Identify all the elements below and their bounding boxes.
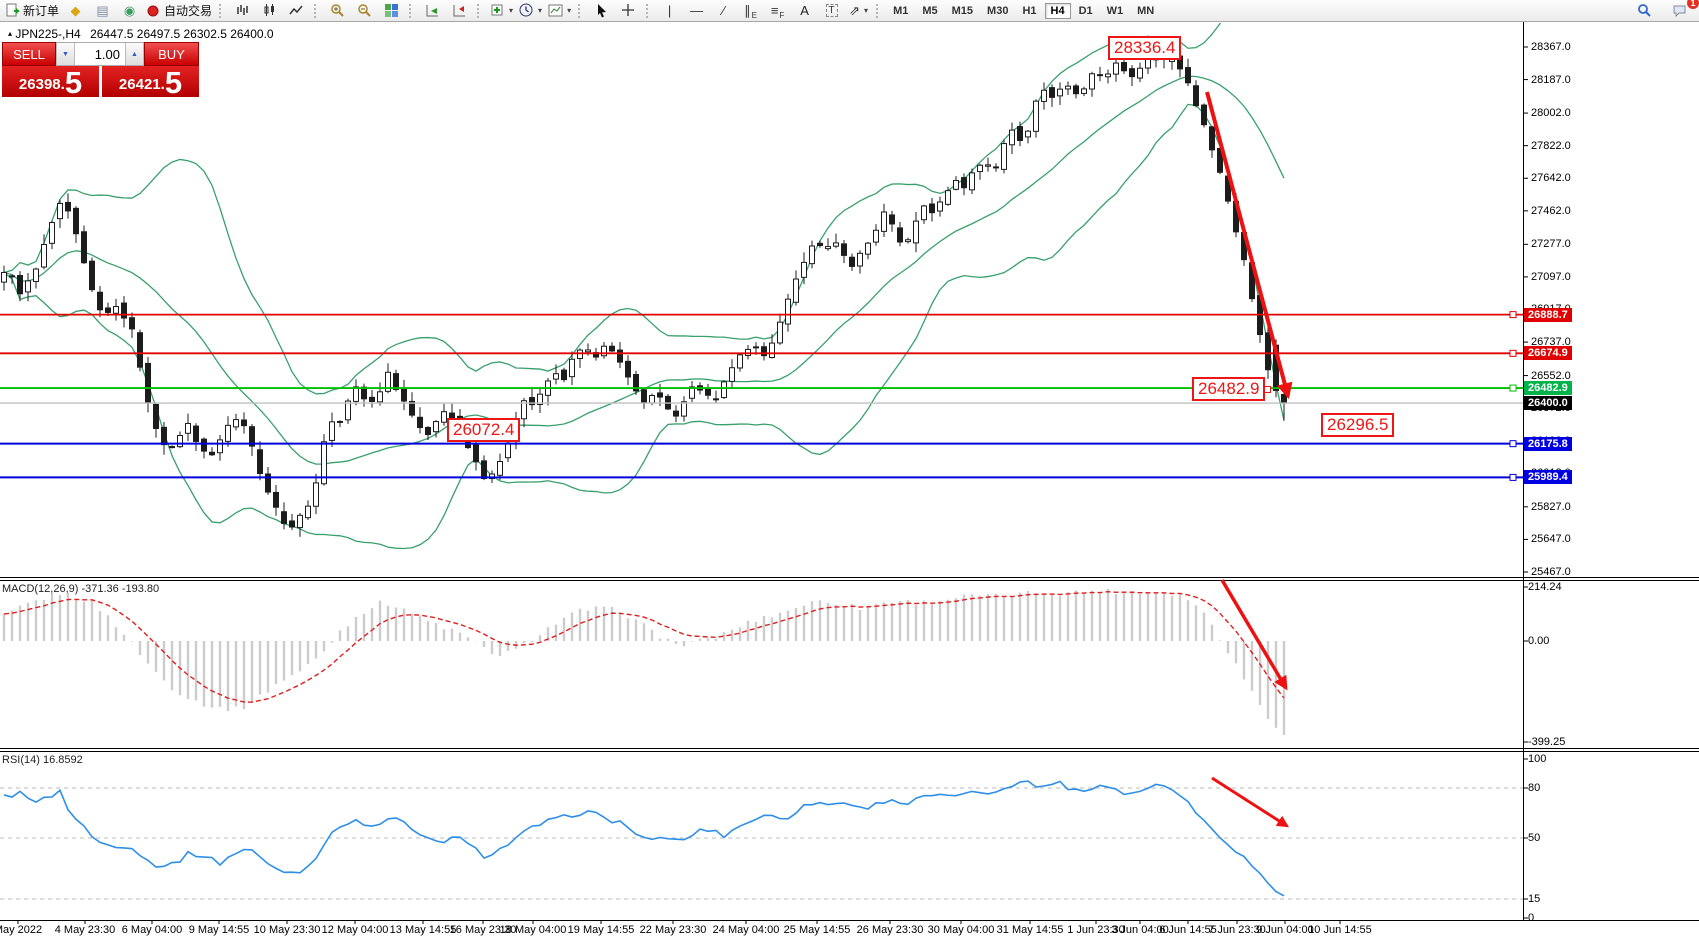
new-order-icon bbox=[6, 3, 19, 17]
search-button[interactable] bbox=[1631, 1, 1658, 20]
toolbar-grip bbox=[477, 3, 483, 18]
vertical-line-icon: | bbox=[667, 3, 672, 18]
vertical-line-button[interactable]: | bbox=[656, 1, 683, 20]
buy-price-big-digit: 5 bbox=[164, 65, 183, 100]
dropdown-caret-icon: ▾ bbox=[864, 6, 869, 15]
timeframe-h1-button[interactable]: H1 bbox=[1022, 4, 1037, 17]
timeframe-mn-button[interactable]: MN bbox=[1137, 4, 1155, 17]
zoom-in-button[interactable] bbox=[324, 1, 351, 20]
auto-scroll-icon bbox=[426, 5, 439, 17]
volume-input[interactable]: 1.00 bbox=[94, 46, 120, 62]
bar-chart-icon bbox=[237, 5, 248, 15]
sell-price: 26398. bbox=[18, 76, 65, 93]
timeframe-h4-button[interactable]: H4 bbox=[1044, 2, 1071, 19]
chart-shift-icon bbox=[453, 5, 466, 17]
toolbar-grip bbox=[219, 3, 225, 18]
timeframe-m30-button[interactable]: M30 bbox=[987, 4, 1009, 17]
line-chart-button[interactable] bbox=[283, 1, 310, 20]
sell-price-big-digit: 5 bbox=[64, 65, 83, 100]
new-chart-button[interactable]: ▾ bbox=[487, 1, 516, 20]
zoom-in-icon bbox=[331, 4, 344, 17]
volume-increase-button[interactable]: ▲ bbox=[125, 43, 144, 65]
buy-price-panel[interactable]: 26421. 5 bbox=[102, 65, 199, 100]
toolbar-grip bbox=[646, 3, 652, 18]
fibonacci-button[interactable]: ≡ F bbox=[770, 3, 785, 20]
autotrading-icon bbox=[147, 5, 159, 17]
new-order-button-label: 新订单 bbox=[23, 4, 60, 18]
macd-histogram bbox=[2, 588, 1286, 735]
volume-control: ▼ 1.00 ▲ bbox=[56, 42, 144, 66]
rsi-line bbox=[3, 780, 1285, 897]
timeframe-m5-button[interactable]: M5 bbox=[922, 4, 938, 17]
notifications-icon bbox=[1673, 5, 1686, 18]
timeframe-w1-button[interactable]: W1 bbox=[1106, 4, 1124, 17]
crosshair-button[interactable] bbox=[615, 1, 642, 20]
metaeditor-icon: ◆ bbox=[70, 3, 81, 18]
timeframe-m1-button[interactable]: M1 bbox=[893, 4, 909, 17]
signals-button[interactable]: ◉ bbox=[116, 1, 143, 20]
text-button[interactable]: A bbox=[791, 1, 818, 20]
autotrading-button[interactable]: 自动交易 bbox=[143, 1, 215, 20]
notification-badge: 1 bbox=[1687, 0, 1699, 9]
templates-button[interactable]: ▾ bbox=[545, 1, 574, 20]
toolbar-grip bbox=[409, 3, 415, 18]
line-chart-icon bbox=[289, 5, 303, 15]
timeframe-m15-button[interactable]: M15 bbox=[951, 4, 974, 17]
auto-scroll-button[interactable] bbox=[419, 1, 446, 20]
signals-icon: ◉ bbox=[123, 3, 136, 18]
buy-price: 26421. bbox=[118, 76, 165, 93]
notifications-button[interactable]: 1 bbox=[1666, 0, 1699, 20]
channel-button[interactable]: ∥ E bbox=[744, 3, 757, 20]
dropdown-caret-icon: ▾ bbox=[538, 6, 543, 15]
candles-group bbox=[1, 52, 1287, 537]
zoom-out-button[interactable] bbox=[351, 1, 378, 20]
fibonacci-icon: ≡ bbox=[770, 3, 779, 18]
chart-shift-button[interactable] bbox=[446, 1, 473, 20]
crosshair-icon bbox=[622, 4, 635, 16]
trendline-icon: ∕ bbox=[722, 3, 725, 18]
one-click-trading-panel: SELL ▼ 1.00 ▲ BUY 26398. 5 26421. 5 bbox=[2, 42, 199, 100]
new-chart-icon bbox=[491, 4, 503, 16]
toolbar-grip bbox=[876, 3, 882, 18]
timeframe-d1-button[interactable]: D1 bbox=[1078, 4, 1093, 17]
trendline-button[interactable]: ∕ bbox=[710, 1, 737, 20]
text-label-button[interactable]: T bbox=[818, 1, 845, 20]
tile-windows-icon bbox=[385, 4, 399, 17]
toolbar-grip bbox=[578, 3, 584, 18]
horizontal-line-button[interactable]: — bbox=[683, 1, 710, 20]
tile-windows-button[interactable] bbox=[378, 1, 405, 20]
new-order-button[interactable]: 新订单 bbox=[2, 1, 62, 20]
toolbar-grip bbox=[314, 3, 320, 18]
candlestick-chart-icon bbox=[264, 4, 275, 16]
macd-signal-line bbox=[3, 591, 1285, 703]
metaeditor-button[interactable]: ◆ bbox=[62, 1, 89, 20]
profiles-icon: ▤ bbox=[96, 3, 109, 18]
text-icon: A bbox=[800, 3, 809, 18]
volume-decrease-button[interactable]: ▼ bbox=[56, 43, 75, 65]
buy-button[interactable]: BUY bbox=[144, 42, 199, 66]
cursor-button[interactable] bbox=[588, 1, 615, 20]
profiles-button[interactable]: ▤ bbox=[89, 1, 116, 20]
sell-button[interactable]: SELL bbox=[2, 42, 56, 66]
autotrading-button-label: 自动交易 bbox=[164, 4, 213, 18]
periods-icon bbox=[519, 3, 533, 17]
templates-icon bbox=[548, 4, 563, 17]
dropdown-caret-icon: ▾ bbox=[509, 6, 514, 15]
main-toolbar: 新订单 ◆ ▤ ◉ 自动交易 ▾ ▾ ▾ | — ∕ ∥ E ≡ F A T ⇗ ▾ M1 M5 M15 M30 H1 H4 D1… bbox=[0, 0, 1699, 22]
bar-chart-button[interactable] bbox=[229, 1, 256, 20]
channel-icon: ∥ bbox=[744, 3, 751, 18]
cursor-icon bbox=[598, 4, 607, 18]
horizontal-line-icon: — bbox=[690, 3, 704, 18]
candlestick-chart-button[interactable] bbox=[256, 1, 283, 20]
periods-button[interactable]: ▾ bbox=[516, 1, 545, 20]
text-label-icon: T bbox=[825, 4, 838, 17]
search-icon bbox=[1638, 4, 1651, 17]
zoom-out-icon bbox=[358, 4, 371, 17]
arrows-button[interactable]: ⇗ ▾ bbox=[845, 1, 872, 20]
dropdown-caret-icon: ▾ bbox=[567, 6, 572, 15]
sell-price-panel[interactable]: 26398. 5 bbox=[2, 65, 99, 100]
arrows-icon: ⇗ bbox=[849, 3, 861, 18]
